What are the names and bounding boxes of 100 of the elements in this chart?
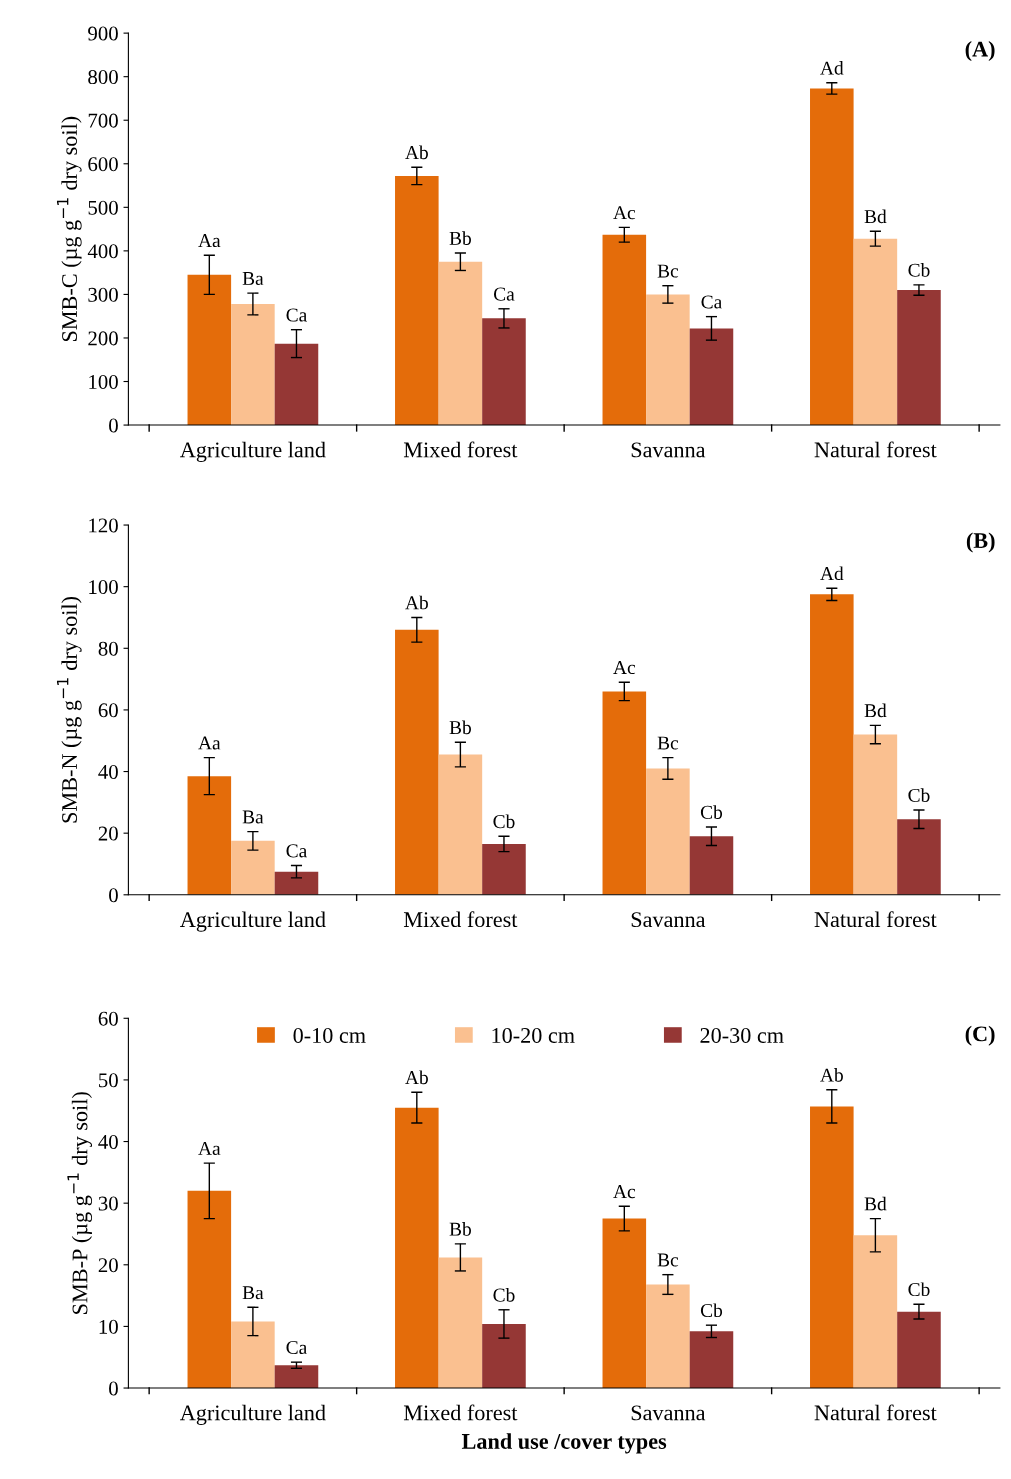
bar [438,261,483,426]
bar [897,290,941,426]
x-tick-label: Natural forest [814,911,937,928]
data-label: Aa [198,736,221,750]
chart-title: (B) [966,532,995,553]
bar [231,1321,275,1389]
data-label: Aa [198,234,221,248]
x-tick-label: Agriculture land [179,1404,326,1425]
data-label: Cb [493,814,515,829]
data-label: Ac [613,206,636,220]
bar [395,1107,439,1389]
bar [482,318,526,426]
x-tick-label: Natural forest [814,1404,937,1421]
data-label: Aa [198,1141,221,1155]
bar [853,238,898,426]
y-tick-label: 400 [87,244,118,259]
y-tick-label: 0 [109,418,118,433]
y-tick-label: 120 [89,518,118,533]
legend-label: 10-20 cm [492,1027,575,1043]
data-label: Ac [613,1185,636,1199]
data-label: Bc [657,1253,679,1267]
bar [646,294,690,426]
chart-title: (A) [965,40,995,62]
bar [438,1257,483,1389]
x-tick-label: Mixed forest [403,911,518,928]
data-label: Cb [908,263,930,277]
bar [602,234,647,426]
y-tick-label: 40 [98,764,118,779]
data-label: Bb [449,720,471,735]
y-tick-label: 20 [98,826,118,841]
y-tick-label: 50 [99,1073,118,1088]
y-tick-label: 0 [109,1381,118,1396]
y-axis-title: SMB-N (µg g$^{−1}$ dry soil) [56,596,82,823]
bar [395,175,439,426]
bar [810,88,854,426]
data-label: Bb [449,231,471,245]
x-tick-label: Savanna [631,1405,706,1421]
bar [897,819,941,895]
data-label: Ab [405,1070,428,1085]
y-tick-label: 60 [98,1011,118,1026]
data-label: Ab [820,1067,843,1082]
x-axis-title: Land use /cover types [461,1433,667,1454]
bar [187,1190,232,1389]
y-tick-label: 30 [98,1196,118,1211]
bar [274,871,319,895]
data-label: Ba [242,272,264,285]
x-tick-label: Savanna [631,912,706,928]
y-tick-label: 700 [88,113,118,128]
bar [482,843,526,895]
data-label: Ab [405,595,428,610]
bar [689,1331,734,1389]
y-tick-label: 20 [98,1258,118,1273]
bar [274,1365,319,1389]
legend-label: 20-30 cm [700,1027,784,1043]
y-tick-label: 800 [88,70,118,85]
data-label: Bc [657,736,679,750]
x-tick-label: Agriculture land [179,911,326,932]
x-tick-label: Natural forest [814,441,937,458]
bar [482,1323,526,1389]
data-label: Ca [493,287,515,301]
data-label: Cb [908,1282,930,1297]
bar [395,629,439,895]
y-tick-label: 600 [88,157,118,172]
bar [897,1311,941,1389]
bar [187,776,232,895]
data-label: Ad [820,60,844,75]
y-axis-title: SMB-P (µg g$^{−1}$ dry soil) [67,1092,93,1314]
y-tick-label: 60 [98,703,118,718]
bar [231,840,275,895]
y-tick-label: 200 [88,331,118,346]
data-label: Ca [286,844,307,858]
y-tick-label: 300 [88,287,118,302]
bar [274,343,319,426]
data-label: Bd [864,209,887,224]
bar [689,836,734,895]
legend-label: 0-10 cm [293,1027,366,1043]
data-label: Ab [405,145,428,160]
bar [646,768,690,895]
bar [602,1218,647,1389]
y-tick-label: 100 [89,580,118,595]
x-tick-label: Agriculture land [179,441,326,462]
data-label: Bc [657,264,679,278]
bar [810,594,854,895]
data-label: Cb [493,1287,515,1302]
y-tick-label: 900 [88,26,118,41]
y-tick-label: 80 [98,641,118,656]
data-label: Ca [286,1340,307,1355]
y-tick-label: 40 [98,1134,118,1149]
data-label: Ac [613,661,636,675]
data-label: Ca [701,295,722,309]
bar [646,1284,690,1389]
bar [853,734,898,895]
data-label: Bd [864,703,887,718]
data-label: Ad [820,566,844,581]
data-label: Bd [864,1196,887,1211]
data-label: Cb [700,1303,723,1318]
y-tick-label: 500 [88,200,118,215]
data-label: Ca [286,308,307,322]
y-tick-label: 100 [89,374,118,389]
bar [602,691,647,895]
